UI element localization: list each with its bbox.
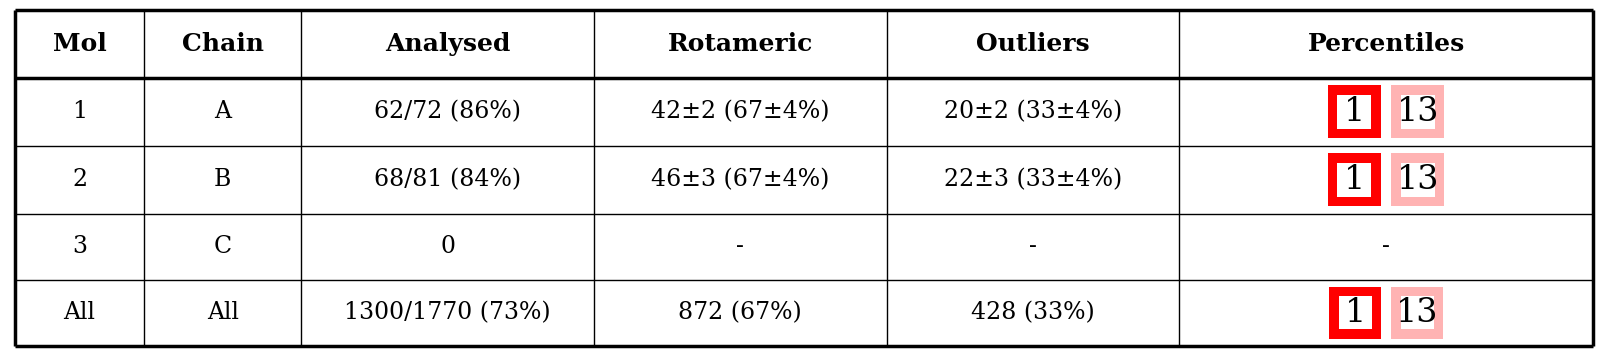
Text: Outliers: Outliers [975,32,1090,56]
Text: 68/81 (84%): 68/81 (84%) [374,168,521,192]
Bar [1327,153,1380,206]
Text: 62/72 (86%): 62/72 (86%) [374,100,521,124]
Text: C: C [214,235,231,258]
Text: 0: 0 [440,235,455,258]
Bar [1400,163,1433,197]
Text: Rotameric: Rotameric [667,32,813,56]
Text: -: - [736,235,744,258]
Bar [1390,287,1441,339]
Text: 46±3 (67±4%): 46±3 (67±4%) [651,168,829,192]
Text: 3: 3 [72,235,87,258]
Bar [1339,297,1371,329]
Text: 1: 1 [1343,297,1364,329]
Text: All: All [63,302,95,324]
Text: 1: 1 [1343,96,1364,128]
Bar [1390,153,1443,206]
Text: 1: 1 [1343,164,1364,196]
Text: Analysed: Analysed [384,32,509,56]
Text: A: A [214,100,231,124]
Text: 22±3 (33±4%): 22±3 (33±4%) [943,168,1122,192]
Text: 42±2 (67±4%): 42±2 (67±4%) [651,100,829,124]
Bar [1400,95,1433,129]
Bar [1337,163,1371,197]
Text: Chain: Chain [182,32,264,56]
Text: 428 (33%): 428 (33%) [971,302,1094,324]
Text: B: B [214,168,231,192]
Text: 1300/1770 (73%): 1300/1770 (73%) [344,302,551,324]
Bar [1337,95,1371,129]
Text: 1: 1 [72,100,87,124]
Text: Mol: Mol [53,32,106,56]
Bar [1390,85,1443,138]
Text: 13: 13 [1395,297,1437,329]
Bar [1327,85,1380,138]
Bar [1400,297,1433,329]
Text: 13: 13 [1395,96,1438,128]
Text: All: All [207,302,238,324]
Text: 872 (67%): 872 (67%) [678,302,802,324]
Text: -: - [1382,235,1388,258]
Text: -: - [1028,235,1037,258]
Bar [1329,287,1380,339]
Text: 20±2 (33±4%): 20±2 (33±4%) [943,100,1122,124]
Text: 13: 13 [1395,164,1438,196]
Text: 2: 2 [72,168,87,192]
Text: Percentiles: Percentiles [1306,32,1464,56]
